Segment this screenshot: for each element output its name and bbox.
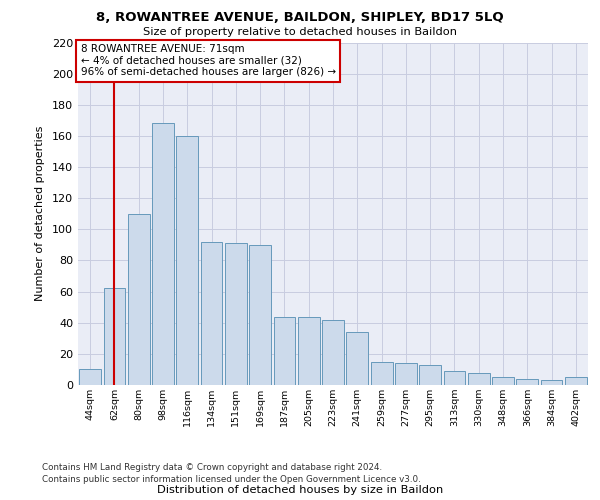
Text: Size of property relative to detached houses in Baildon: Size of property relative to detached ho… [143,27,457,37]
Bar [200,242,223,385]
Bar [249,245,271,385]
Bar [371,362,392,385]
Bar [541,380,562,385]
Bar [128,214,149,385]
Bar [104,288,125,385]
Bar [419,365,441,385]
Bar [346,332,368,385]
Text: Distribution of detached houses by size in Baildon: Distribution of detached houses by size … [157,485,443,495]
Bar [492,377,514,385]
Bar [322,320,344,385]
Bar [395,363,417,385]
Text: Contains public sector information licensed under the Open Government Licence v3: Contains public sector information licen… [42,474,421,484]
Text: 8, ROWANTREE AVENUE, BAILDON, SHIPLEY, BD17 5LQ: 8, ROWANTREE AVENUE, BAILDON, SHIPLEY, B… [96,11,504,24]
Bar [468,372,490,385]
Y-axis label: Number of detached properties: Number of detached properties [35,126,45,302]
Text: Contains HM Land Registry data © Crown copyright and database right 2024.: Contains HM Land Registry data © Crown c… [42,464,382,472]
Text: 8 ROWANTREE AVENUE: 71sqm
← 4% of detached houses are smaller (32)
96% of semi-d: 8 ROWANTREE AVENUE: 71sqm ← 4% of detach… [80,44,335,78]
Bar [517,379,538,385]
Bar [225,244,247,385]
Bar [274,316,295,385]
Bar [176,136,198,385]
Bar [298,316,320,385]
Bar [152,124,174,385]
Bar [565,377,587,385]
Bar [443,371,466,385]
Bar [79,370,101,385]
